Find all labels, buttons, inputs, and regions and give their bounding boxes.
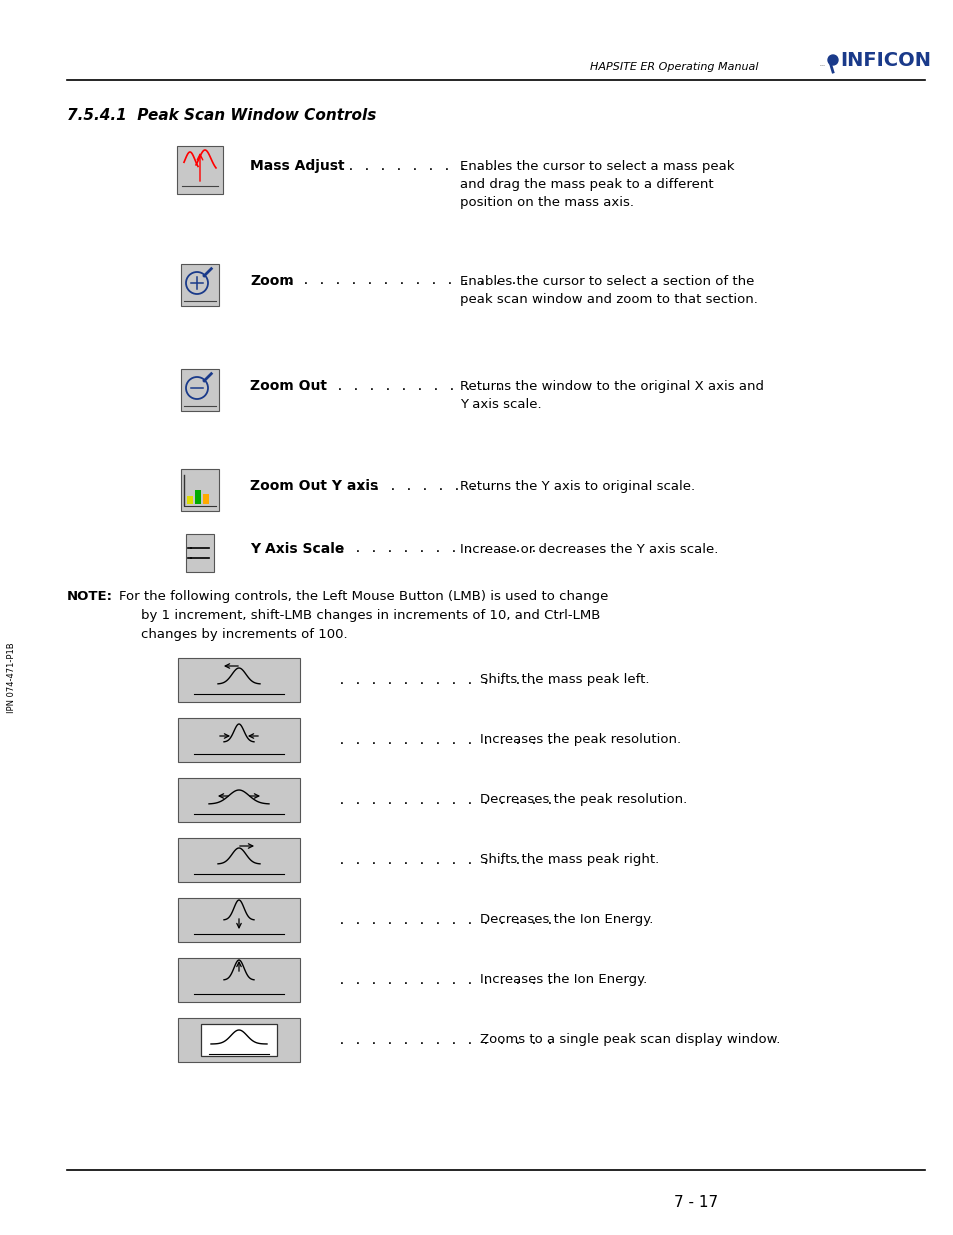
Text: . . . . . . . . . . . . . .: . . . . . . . . . . . . . .	[330, 734, 561, 746]
Text: . . . . . . . . . . . . . .: . . . . . . . . . . . . . .	[330, 973, 561, 987]
FancyBboxPatch shape	[178, 958, 299, 1002]
Text: . . . . . . . . . . . . .: . . . . . . . . . . . . .	[304, 379, 503, 393]
Text: . . . . . . . . . . . . . .: . . . . . . . . . . . . . .	[330, 914, 561, 926]
Bar	[194, 490, 201, 504]
FancyBboxPatch shape	[178, 1018, 299, 1062]
FancyBboxPatch shape	[178, 658, 299, 701]
Text: 7 - 17: 7 - 17	[673, 1195, 718, 1210]
Text: Shifts the mass peak right.: Shifts the mass peak right.	[479, 853, 659, 867]
Text: Decreases the Ion Energy.: Decreases the Ion Energy.	[479, 914, 653, 926]
Text: Enables the cursor to select a section of the: Enables the cursor to select a section o…	[459, 275, 754, 288]
Text: position on the mass axis.: position on the mass axis.	[459, 196, 634, 209]
FancyBboxPatch shape	[177, 146, 223, 194]
Text: . . . . . . . . . . . . . .: . . . . . . . . . . . . . .	[330, 794, 561, 806]
Text: Zoom Out Y axis: Zoom Out Y axis	[250, 479, 377, 493]
Text: HAPSITE ER Operating Manual: HAPSITE ER Operating Manual	[589, 62, 758, 72]
FancyBboxPatch shape	[181, 264, 219, 306]
Text: . . . . . . . . . . . . . .: . . . . . . . . . . . . . .	[330, 853, 561, 867]
Text: IPN 074-471-P1B: IPN 074-471-P1B	[8, 642, 16, 713]
Text: Increase or decreases the Y axis scale.: Increase or decreases the Y axis scale.	[459, 543, 718, 556]
Text: Enables the cursor to select a mass peak: Enables the cursor to select a mass peak	[459, 161, 734, 173]
Text: by 1 increment, shift-LMB changes in increments of 10, and Ctrl-LMB: by 1 increment, shift-LMB changes in inc…	[141, 609, 599, 622]
Circle shape	[827, 56, 837, 65]
FancyBboxPatch shape	[201, 1024, 276, 1056]
Text: . . . . . . . . . . . . .: . . . . . . . . . . . . .	[330, 542, 545, 556]
Text: and drag the mass peak to a different: and drag the mass peak to a different	[459, 178, 713, 191]
Text: changes by increments of 100.: changes by increments of 100.	[141, 629, 347, 641]
Text: . . . . . . . . . . . . . . .: . . . . . . . . . . . . . . .	[277, 274, 525, 288]
Text: Returns the Y axis to original scale.: Returns the Y axis to original scale.	[459, 480, 695, 493]
Text: Decreases the peak resolution.: Decreases the peak resolution.	[479, 794, 686, 806]
Bar	[187, 496, 193, 504]
Text: For the following controls, the Left Mouse Button (LMB) is used to change: For the following controls, the Left Mou…	[119, 590, 608, 603]
Text: Zoom Out: Zoom Out	[250, 379, 327, 393]
Text: Returns the window to the original X axis and: Returns the window to the original X axi…	[459, 380, 763, 393]
FancyBboxPatch shape	[178, 839, 299, 882]
Bar	[203, 494, 209, 504]
Text: INFICON: INFICON	[840, 51, 930, 70]
Text: . . . . . . . . . . .: . . . . . . . . . . .	[323, 159, 507, 173]
Text: Zoom: Zoom	[250, 274, 294, 288]
Text: Mass Adjust: Mass Adjust	[250, 159, 344, 173]
Text: . . . . . . . . . . . . . .: . . . . . . . . . . . . . .	[330, 673, 561, 687]
Text: . . . . . . . . .: . . . . . . . . .	[349, 479, 501, 493]
Text: Increases the Ion Energy.: Increases the Ion Energy.	[479, 973, 646, 987]
Text: Zooms to a single peak scan display window.: Zooms to a single peak scan display wind…	[479, 1034, 780, 1046]
Text: Y axis scale.: Y axis scale.	[459, 398, 541, 411]
FancyBboxPatch shape	[178, 898, 299, 942]
Text: Y Axis Scale: Y Axis Scale	[250, 542, 344, 556]
FancyBboxPatch shape	[178, 778, 299, 823]
FancyBboxPatch shape	[186, 534, 213, 572]
Text: . . . . . . . . . . . . . .: . . . . . . . . . . . . . .	[330, 1034, 561, 1046]
FancyBboxPatch shape	[181, 369, 219, 411]
Text: peak scan window and zoom to that section.: peak scan window and zoom to that sectio…	[459, 293, 757, 306]
Text: NOTE:: NOTE:	[67, 590, 112, 603]
Text: 7.5.4.1  Peak Scan Window Controls: 7.5.4.1 Peak Scan Window Controls	[67, 107, 376, 124]
FancyBboxPatch shape	[178, 718, 299, 762]
Text: Increases the peak resolution.: Increases the peak resolution.	[479, 734, 680, 746]
Text: Shifts the mass peak left.: Shifts the mass peak left.	[479, 673, 649, 687]
FancyBboxPatch shape	[181, 469, 219, 511]
